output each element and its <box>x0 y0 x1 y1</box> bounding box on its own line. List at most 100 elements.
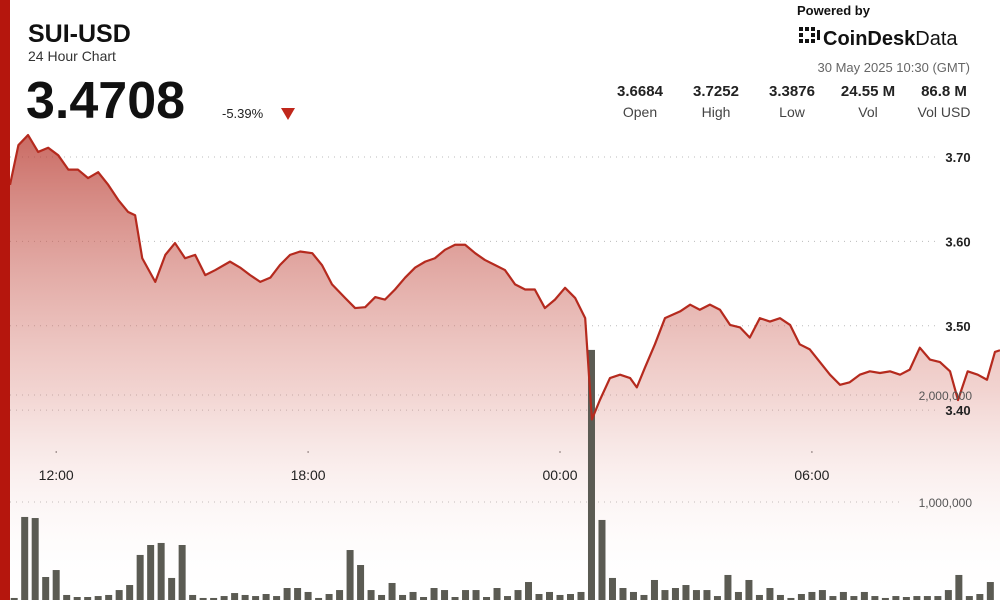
volume-bar <box>703 590 711 600</box>
volume-bar <box>650 579 658 600</box>
volume-bar <box>871 596 879 600</box>
volume-bar <box>262 594 270 600</box>
volume-bar <box>189 594 197 600</box>
volume-bar <box>252 596 260 600</box>
volume-bar <box>451 597 459 600</box>
volume-bar <box>944 590 952 600</box>
plot-area: 3.40 3.50 3.60 3.70 1,000,000 2,000,000 12:00 1… <box>8 133 1000 600</box>
volume-bar <box>682 585 690 600</box>
volume-bar <box>608 577 616 600</box>
stat-value: 24.55 M <box>841 83 895 100</box>
volume-bar <box>671 588 679 600</box>
volume-bar <box>472 590 480 600</box>
price: 3.4708 <box>26 72 185 130</box>
volume-bar <box>587 349 595 600</box>
brand-suffix: Data <box>915 28 958 50</box>
volume-bar <box>829 596 837 600</box>
volume-bar <box>283 588 291 600</box>
volume-bar <box>126 585 134 600</box>
volume-bar <box>797 594 805 600</box>
volume-bar <box>346 550 354 600</box>
volume-bar <box>965 596 973 600</box>
accent-bar <box>0 0 10 600</box>
volume-bar <box>986 582 994 600</box>
subtitle: 24 Hour Chart <box>28 48 116 64</box>
volume-bar <box>808 591 816 600</box>
volume-bar <box>902 597 910 600</box>
volume-bar <box>462 590 470 600</box>
volume-bar <box>535 594 543 600</box>
stat-label: Open <box>623 104 657 120</box>
volume-bar <box>336 590 344 600</box>
stat-label: Vol <box>858 104 877 120</box>
header-bg <box>10 0 1000 128</box>
stat-label: Vol USD <box>918 104 971 120</box>
volume-bar <box>629 591 637 600</box>
volume-bar <box>619 588 627 600</box>
volume-bar <box>525 582 533 600</box>
volume-bar <box>388 582 396 600</box>
axis-labels: 3.40 3.50 3.60 3.70 1,000,000 2,000,000 12:00 1… <box>39 150 973 510</box>
volume-bar <box>640 594 648 600</box>
volume-bar <box>409 591 417 600</box>
volume-bar <box>483 597 491 600</box>
volume-bar <box>955 574 963 600</box>
volume-bar <box>556 594 564 600</box>
stat-value: 3.6684 <box>617 83 664 100</box>
volume-bar <box>178 544 186 600</box>
volume-bar <box>766 588 774 600</box>
x-tick-label: 06:00 <box>794 467 829 483</box>
price-line <box>8 133 1000 421</box>
stat-label: Low <box>779 104 806 120</box>
volume-bar <box>220 596 228 600</box>
volume-bar <box>21 516 29 600</box>
stat-value: 3.3876 <box>769 83 815 100</box>
volume-bar <box>493 588 501 600</box>
volume-bar <box>892 596 900 600</box>
volume-bar <box>73 597 81 600</box>
y-tick-label: 3.50 <box>945 319 970 334</box>
volume-bar <box>63 594 71 600</box>
y-tick-label: 3.60 <box>945 234 970 249</box>
volume-bar <box>147 544 155 600</box>
stat-label: High <box>702 104 731 120</box>
volume-bar <box>168 577 176 600</box>
volume-bar <box>367 590 375 600</box>
volume-bar <box>157 542 165 600</box>
volume-bar <box>692 590 700 600</box>
volume-bar <box>514 590 522 600</box>
volume-bar <box>913 596 921 600</box>
volume-bar <box>325 594 333 600</box>
volume-bar <box>294 588 302 600</box>
volume-bar <box>976 594 984 600</box>
x-tick-label: 12:00 <box>39 467 74 483</box>
volume-bar <box>210 597 218 600</box>
volume-bar <box>315 597 323 600</box>
volume-bar <box>598 519 606 600</box>
volume-bar <box>724 574 732 600</box>
volume-bar <box>304 591 312 600</box>
volume-bar <box>881 597 889 600</box>
volume-bar <box>850 596 858 600</box>
stat-value: 86.8 M <box>921 83 967 100</box>
volume-bar <box>661 590 669 600</box>
y2-tick-label: 1,000,000 <box>919 496 973 510</box>
volume-bar <box>115 590 123 600</box>
volume-bar <box>136 554 144 600</box>
volume-bar <box>734 591 742 600</box>
price-area <box>10 135 1000 600</box>
y-tick-label: 3.40 <box>945 403 970 418</box>
series <box>8 133 1000 600</box>
volume-bar <box>10 597 18 600</box>
volume-bar <box>713 596 721 600</box>
volume-bar <box>923 596 931 600</box>
change: -5.39% <box>222 106 264 121</box>
x-tick-label: 00:00 <box>542 467 577 483</box>
brand-name: CoinDesk <box>823 28 916 50</box>
stats: 3.6684 Open 3.7252 High 3.3876 Low 24.55… <box>617 83 970 120</box>
volume-bar <box>577 591 585 600</box>
volume-bar <box>105 594 113 600</box>
volume-bar <box>934 596 942 600</box>
